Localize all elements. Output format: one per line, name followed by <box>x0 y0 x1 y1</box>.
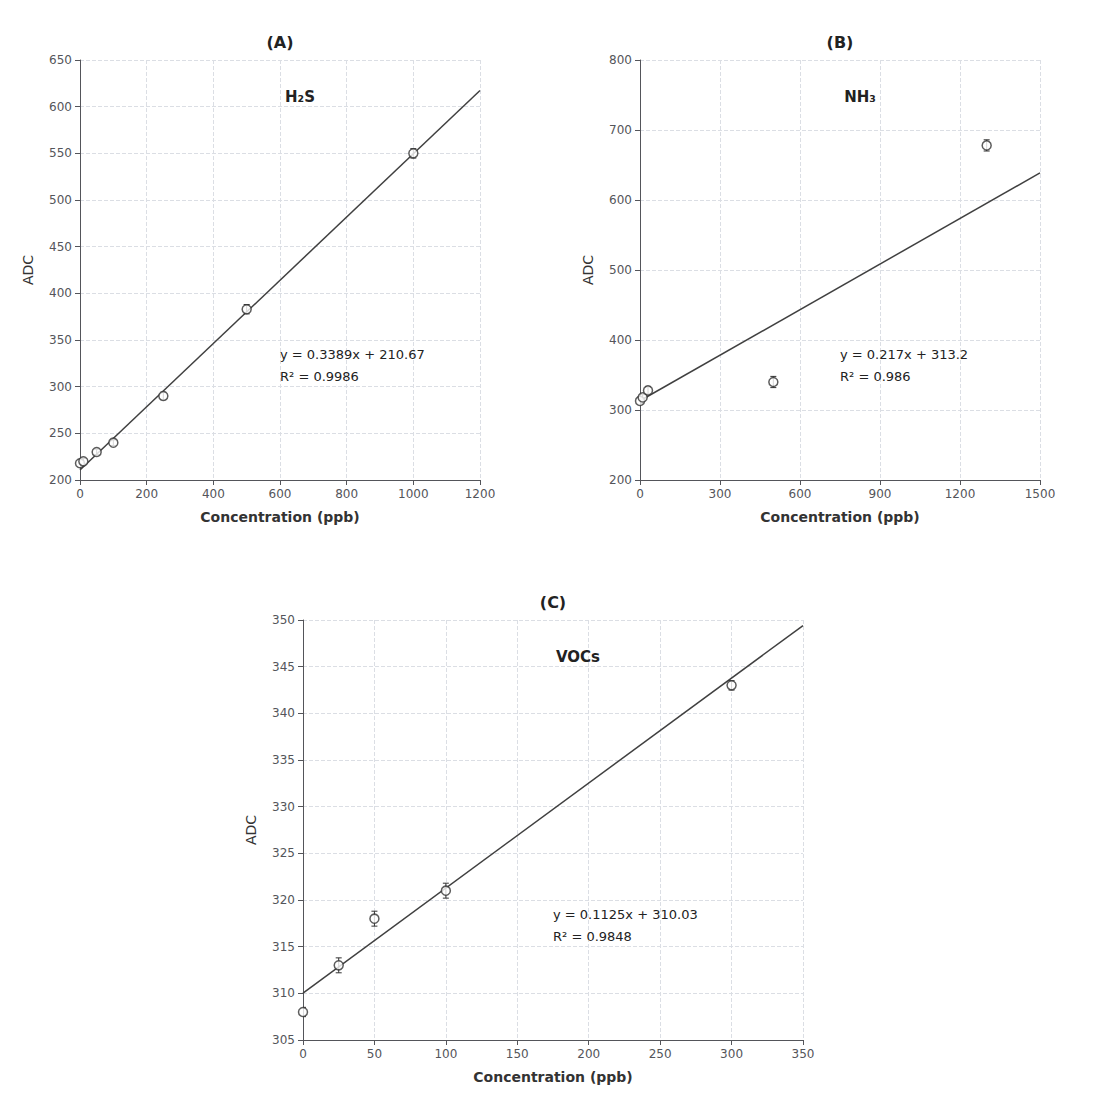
svg-text:340: 340 <box>272 706 295 720</box>
svg-text:200: 200 <box>49 473 72 487</box>
svg-text:315: 315 <box>272 940 295 954</box>
svg-text:VOCs: VOCs <box>556 648 600 666</box>
svg-text:H₂S: H₂S <box>285 88 315 106</box>
svg-text:310: 310 <box>272 986 295 1000</box>
svg-text:ADC: ADC <box>580 255 596 285</box>
svg-text:ADC: ADC <box>20 255 36 285</box>
svg-text:350: 350 <box>792 1047 815 1061</box>
svg-text:305: 305 <box>272 1033 295 1047</box>
svg-text:0: 0 <box>636 487 644 501</box>
svg-text:150: 150 <box>506 1047 529 1061</box>
svg-text:(A): (A) <box>266 33 293 52</box>
svg-text:R² = 0.9848: R² = 0.9848 <box>553 929 632 944</box>
svg-text:325: 325 <box>272 846 295 860</box>
svg-text:(C): (C) <box>540 593 566 612</box>
svg-text:0: 0 <box>299 1047 307 1061</box>
svg-text:y = 0.217x + 313.2: y = 0.217x + 313.2 <box>840 347 968 362</box>
svg-text:600: 600 <box>269 487 292 501</box>
svg-text:y = 0.1125x + 310.03: y = 0.1125x + 310.03 <box>553 907 698 922</box>
svg-text:R² = 0.986: R² = 0.986 <box>840 369 911 384</box>
svg-text:1000: 1000 <box>398 487 429 501</box>
svg-text:Concentration (ppb): Concentration (ppb) <box>760 509 919 525</box>
svg-text:y = 0.3389x + 210.67: y = 0.3389x + 210.67 <box>280 347 425 362</box>
svg-text:300: 300 <box>720 1047 743 1061</box>
svg-text:ADC: ADC <box>243 815 259 845</box>
svg-text:350: 350 <box>49 333 72 347</box>
svg-text:200: 200 <box>135 487 158 501</box>
svg-text:500: 500 <box>49 193 72 207</box>
svg-text:1200: 1200 <box>945 487 976 501</box>
svg-text:100: 100 <box>434 1047 457 1061</box>
svg-text:800: 800 <box>609 53 632 67</box>
svg-text:R² = 0.9986: R² = 0.9986 <box>280 369 359 384</box>
svg-text:330: 330 <box>272 800 295 814</box>
svg-text:NH₃: NH₃ <box>844 88 876 106</box>
svg-text:1500: 1500 <box>1025 487 1056 501</box>
svg-text:300: 300 <box>609 403 632 417</box>
svg-text:350: 350 <box>272 613 295 627</box>
svg-text:550: 550 <box>49 146 72 160</box>
svg-text:250: 250 <box>649 1047 672 1061</box>
svg-text:200: 200 <box>577 1047 600 1061</box>
svg-text:400: 400 <box>49 286 72 300</box>
svg-text:345: 345 <box>272 660 295 674</box>
svg-text:(B): (B) <box>827 33 854 52</box>
svg-text:650: 650 <box>49 53 72 67</box>
svg-text:600: 600 <box>49 100 72 114</box>
svg-text:900: 900 <box>869 487 892 501</box>
svg-text:300: 300 <box>49 380 72 394</box>
svg-text:400: 400 <box>609 333 632 347</box>
svg-text:200: 200 <box>609 473 632 487</box>
svg-text:Concentration (ppb): Concentration (ppb) <box>473 1069 632 1085</box>
svg-text:300: 300 <box>709 487 732 501</box>
svg-text:0: 0 <box>76 487 84 501</box>
svg-text:50: 50 <box>367 1047 382 1061</box>
svg-text:450: 450 <box>49 240 72 254</box>
svg-text:1200: 1200 <box>465 487 496 501</box>
svg-text:600: 600 <box>789 487 812 501</box>
svg-text:320: 320 <box>272 893 295 907</box>
svg-text:700: 700 <box>609 123 632 137</box>
svg-text:600: 600 <box>609 193 632 207</box>
svg-text:335: 335 <box>272 753 295 767</box>
svg-text:250: 250 <box>49 426 72 440</box>
svg-text:400: 400 <box>202 487 225 501</box>
svg-text:500: 500 <box>609 263 632 277</box>
svg-text:Concentration (ppb): Concentration (ppb) <box>200 509 359 525</box>
svg-text:800: 800 <box>335 487 358 501</box>
